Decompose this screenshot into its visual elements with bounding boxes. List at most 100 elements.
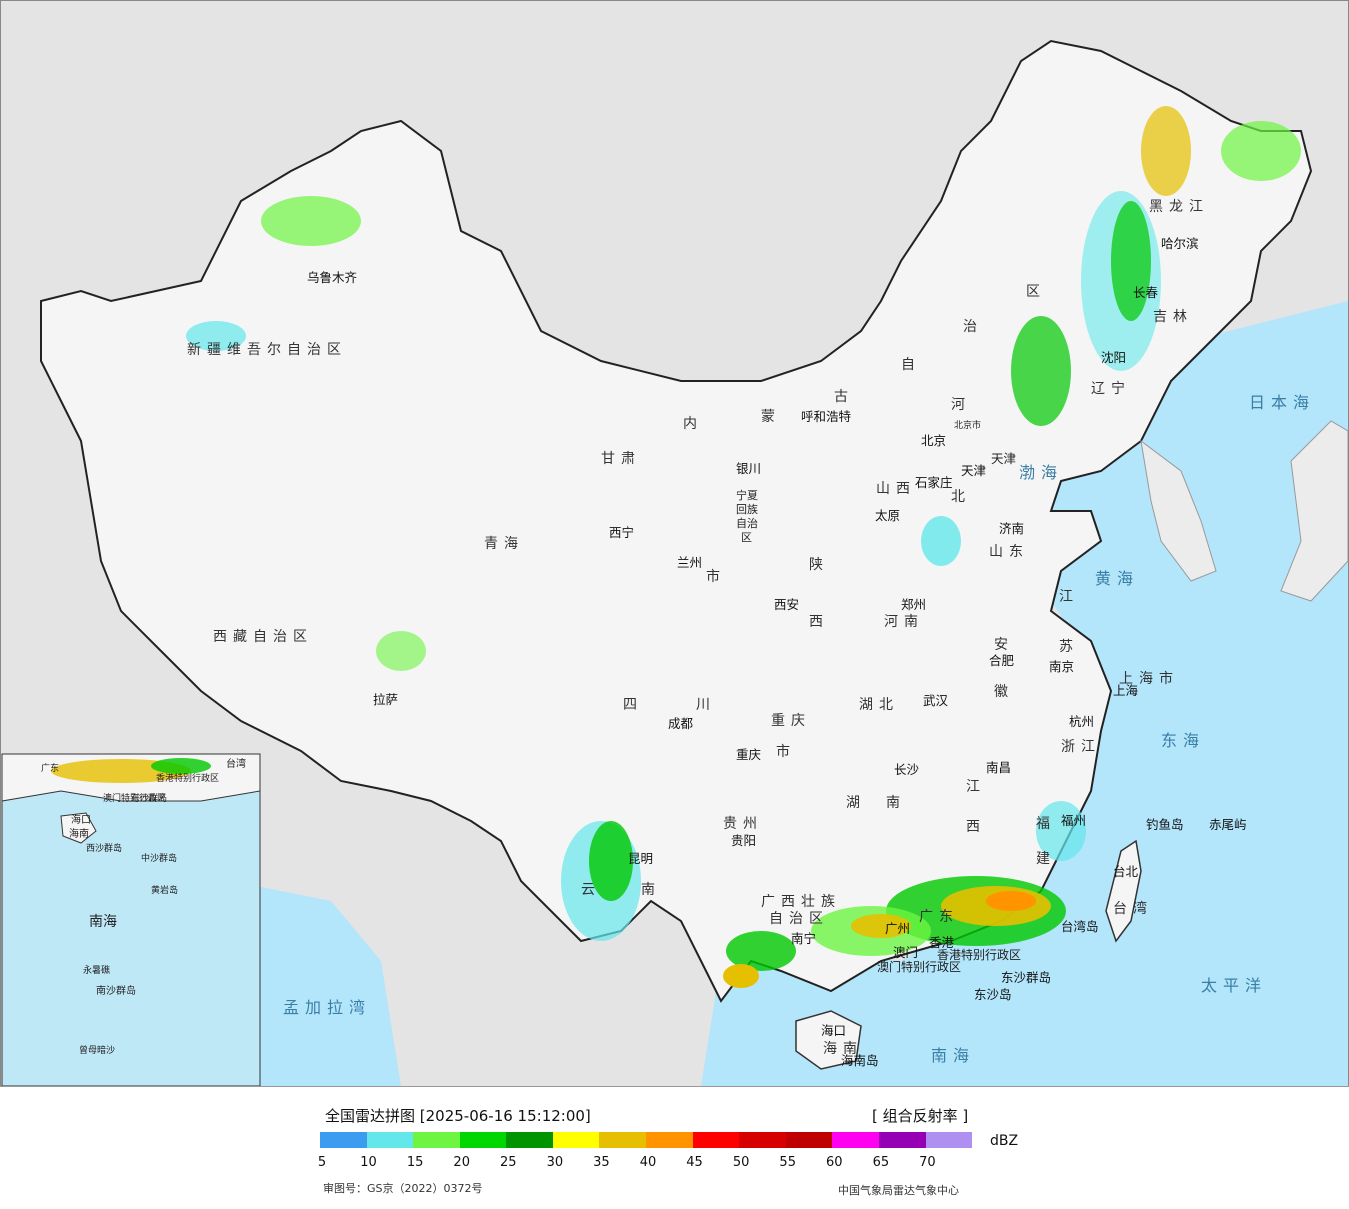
scale-swatch [320, 1132, 367, 1148]
korea-peninsula [1140, 439, 1217, 582]
label-jiangsu-2: 苏 [1059, 639, 1079, 655]
taiwan-island [1105, 839, 1142, 943]
label-neimenggu-2: 蒙 [761, 409, 781, 425]
label-jilin: 吉林 [1153, 309, 1193, 325]
scale-swatch [552, 1132, 600, 1148]
city-urumqi: 乌鲁木齐 [307, 270, 358, 285]
inset-dongsha: 东沙群岛 [131, 792, 167, 804]
label-guangxi-2: 自治区 [769, 911, 829, 927]
city-shanghai: 上海 [1113, 683, 1139, 698]
city-xian: 西安 [774, 597, 799, 612]
scale-labels: 5 10 15 20 25 30 35 40 45 50 55 60 65 70 [0, 1155, 1349, 1173]
label-qinghai: 青海 [484, 536, 524, 552]
label-liaoning: 辽宁 [1091, 380, 1131, 397]
city-jinan: 济南 [999, 521, 1024, 536]
label-anhui-1: 安 [994, 637, 1014, 653]
label-fujian-1: 福 [1036, 816, 1056, 832]
legend-title: 全国雷达拼图 [2025-06-16 15:12:00] [325, 1107, 591, 1125]
label-guangxi-1: 广西壮族 [761, 894, 841, 910]
city-beijing-city: 北京市 [954, 419, 981, 431]
label-guizhou: 贵州 [723, 816, 763, 832]
label-yunnan-1: 云 [581, 882, 601, 898]
scale-label: 70 [919, 1155, 936, 1170]
china-landmass [40, 39, 1313, 1003]
label-gansu: 甘肃 [601, 451, 641, 467]
scale-swatch [646, 1132, 693, 1148]
label-neimenggu-6: 区 [1026, 284, 1046, 300]
scale-swatch [366, 1132, 414, 1148]
city-xining: 西宁 [609, 525, 634, 540]
label-ningxia-1: 宁夏 [736, 488, 758, 502]
city-yinchuan: 银川 [736, 461, 761, 476]
city-hainandao: 海南岛 [841, 1053, 879, 1068]
label-neimenggu-5: 治 [963, 319, 983, 335]
inset-hainan: 海南 [69, 827, 89, 840]
label-yunnan-2: 南 [641, 882, 661, 898]
scale-label: 60 [826, 1155, 843, 1170]
map-canvas: 新疆维吾尔自治区 西藏自治区 青海 甘肃 内 蒙 古 自 治 区 黑龙江 吉林 … [1, 1, 1348, 1086]
inset-hk: 香港特别行政区 [156, 772, 219, 784]
label-hongkong: 香港特别行政区 [937, 947, 1021, 962]
label-ningxia-4: 区 [741, 531, 752, 544]
inset-yongshu: 永暑礁 [83, 964, 110, 976]
city-kunming: 昆明 [628, 851, 653, 866]
scale-swatch [599, 1132, 647, 1148]
inset-guangdong: 广东 [41, 762, 59, 774]
label-ningxia-3: 自治 [736, 516, 758, 530]
inset-xisha: 西沙群岛 [86, 842, 122, 854]
scale-swatch [692, 1132, 740, 1148]
scale-label: 10 [360, 1155, 377, 1170]
label-fujian-2: 建 [1036, 851, 1056, 867]
city-tianjin: 天津 [961, 463, 986, 478]
sea-riben: 日本海 [1249, 393, 1315, 412]
city-aomen: 澳门 [893, 945, 918, 960]
scale-swatch [832, 1132, 879, 1148]
scale-label: 40 [639, 1155, 657, 1170]
label-shanxi: 山西 [876, 481, 916, 497]
city-zhengzhou: 郑州 [901, 597, 926, 612]
label-sichuan-1: 四 [623, 697, 643, 713]
bay-of-bengal [231, 881, 401, 1086]
label-shanghai-city: 上海市 [1119, 670, 1179, 687]
city-shenyang: 沈阳 [1101, 350, 1126, 365]
city-nanning: 南宁 [791, 931, 816, 946]
color-scale-bar [320, 1132, 973, 1148]
city-labels: 乌鲁木齐 拉萨 西宁 兰州 银川 呼和浩特 北京 北京市 天津 石家庄 太原 济… [307, 236, 1247, 1068]
sea-nanhai: 南海 [931, 1046, 975, 1065]
label-shandong: 山东 [989, 544, 1029, 560]
scale-label: 65 [872, 1155, 890, 1170]
japan-islands [1280, 420, 1348, 602]
city-dongshaqundao: 东沙群岛 [1001, 970, 1051, 985]
scale-swatch [459, 1132, 507, 1148]
scale-label: 50 [732, 1155, 750, 1170]
city-nanchang: 南昌 [986, 760, 1011, 775]
label-jiangxi-1: 江 [966, 779, 986, 795]
label-ningxia-2: 回族 [736, 502, 758, 516]
scale-swatch [506, 1132, 553, 1148]
city-chongqing: 重庆 [736, 747, 762, 762]
label-chongqing-1: 重庆 [771, 713, 811, 729]
city-hohhot: 呼和浩特 [801, 409, 851, 424]
label-macau: 澳门特别行政区 [877, 959, 961, 974]
city-fuzhou: 福州 [1061, 813, 1086, 828]
radar-map[interactable]: 新疆维吾尔自治区 西藏自治区 青海 甘肃 内 蒙 古 自 治 区 黑龙江 吉林 … [1, 1, 1348, 1086]
city-diaoyudao: 钓鱼岛 [1146, 817, 1184, 832]
label-chongqing-2: 市 [776, 743, 796, 760]
city-harbin: 哈尔滨 [1161, 236, 1199, 251]
city-changsha: 长沙 [894, 762, 920, 777]
city-guangzhou: 广州 [885, 921, 910, 936]
scale-label: 20 [453, 1155, 470, 1170]
label-xinjiang: 新疆维吾尔自治区 [187, 342, 347, 358]
inset-haikou: 海口 [71, 813, 91, 826]
scale-label: 25 [500, 1155, 517, 1170]
city-dongshadao: 东沙岛 [974, 987, 1012, 1002]
province-labels: 新疆维吾尔自治区 西藏自治区 青海 甘肃 内 蒙 古 自 治 区 黑龙江 吉林 … [187, 199, 1203, 1057]
scale-swatch [925, 1132, 973, 1148]
radar-echoes [186, 106, 1301, 988]
sea-labels: 渤海 黄海 东海 南海 日本海 太平洋 孟加拉湾 [283, 393, 1315, 1065]
city-changchun: 长春 [1133, 285, 1159, 300]
label-shaanxi-1: 陕 [809, 557, 829, 573]
inset-nanhai: 南海 [89, 914, 117, 930]
scale-swatch [413, 1132, 460, 1148]
scale-label: 5 [317, 1155, 327, 1170]
